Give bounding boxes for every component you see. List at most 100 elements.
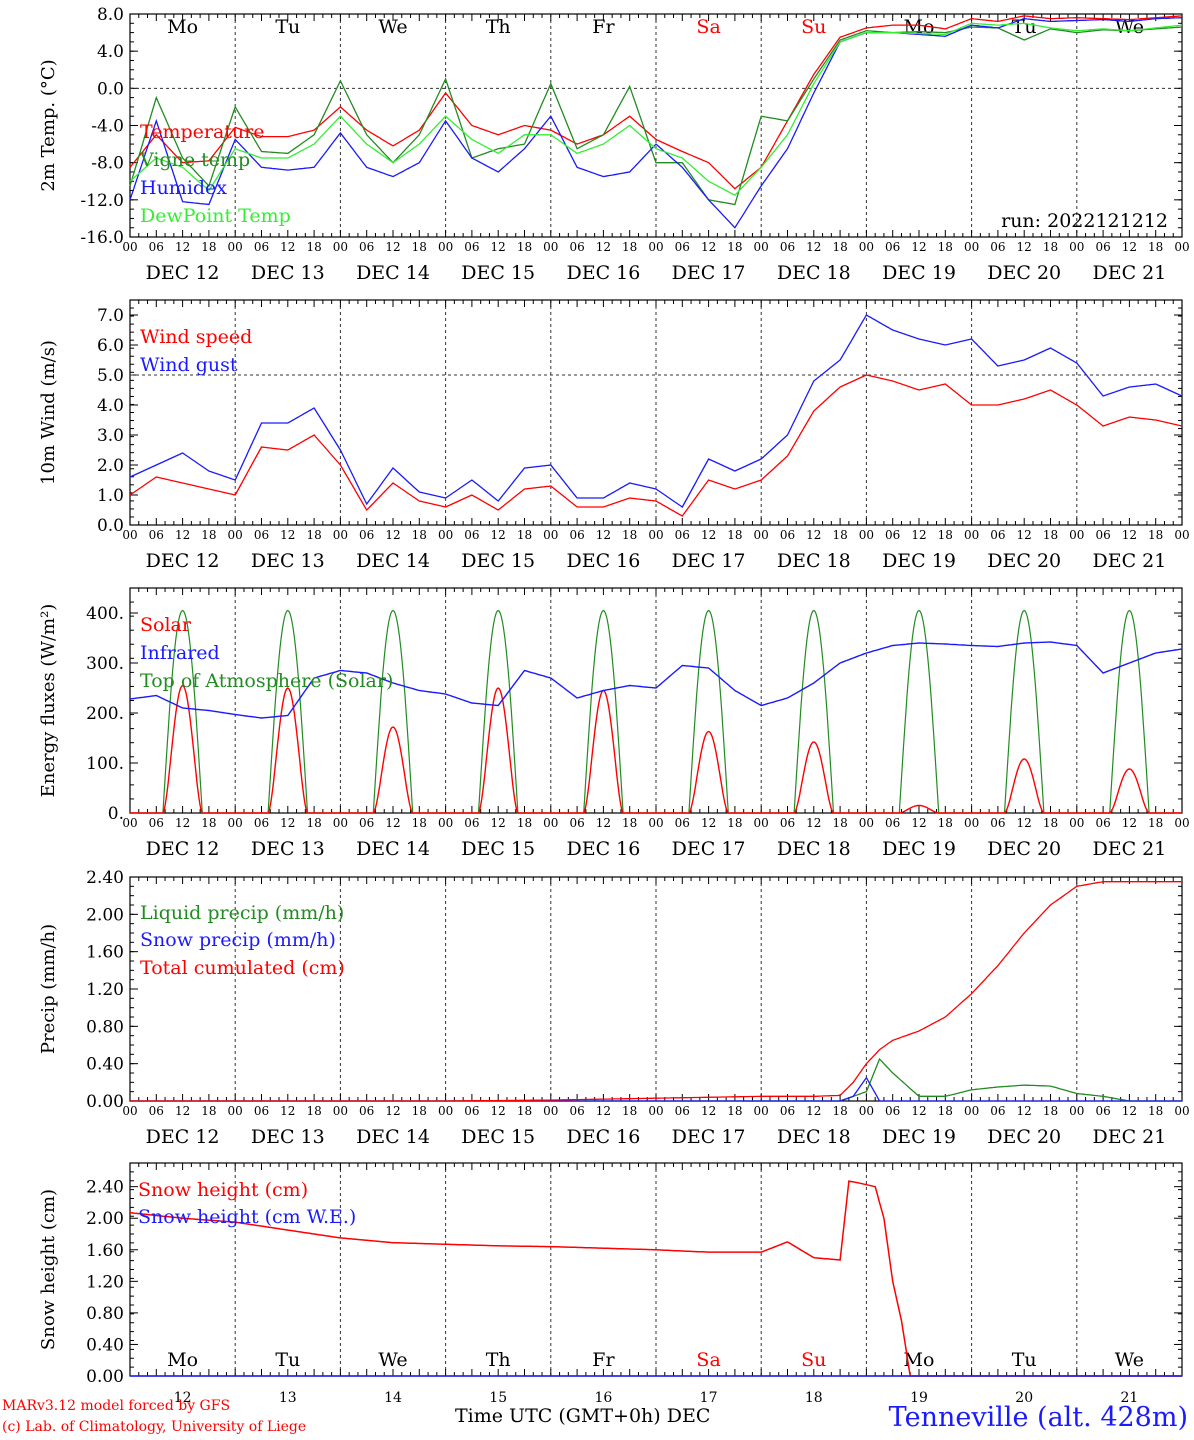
day-name: Fr <box>592 1349 615 1371</box>
x-hour-label: 00 <box>122 240 137 254</box>
x-hour-label: 06 <box>990 816 1005 830</box>
x-hour-label: 00 <box>122 528 137 542</box>
day-name: Mo <box>167 16 198 38</box>
x-day-number: 21 <box>1120 1390 1138 1406</box>
x-hour-label: 06 <box>675 240 690 254</box>
x-hour-label: 06 <box>464 528 479 542</box>
x-hour-label: 06 <box>885 816 900 830</box>
x-hour-label: 12 <box>1122 528 1137 542</box>
x-date-label: DEC 12 <box>146 1126 220 1148</box>
x-hour-label: 06 <box>359 1104 374 1118</box>
legend-entry: Temperature <box>140 121 264 143</box>
x-date-label: DEC 13 <box>251 1126 325 1148</box>
x-date-label: DEC 17 <box>672 262 746 284</box>
x-hour-label: 06 <box>1095 1104 1110 1118</box>
y-tick-label: 1.0 <box>97 486 124 506</box>
x-hour-label: 12 <box>1017 816 1032 830</box>
x-axis-title: Time UTC (GMT+0h) DEC <box>455 1405 711 1427</box>
x-hour-label: 18 <box>832 528 847 542</box>
x-hour-label: 06 <box>780 1104 795 1118</box>
x-hour-label: 06 <box>254 1104 269 1118</box>
x-hour-label: 00 <box>438 528 453 542</box>
x-day-number: 12 <box>174 1390 192 1406</box>
y-tick-label: 1.60 <box>86 1241 124 1261</box>
x-hour-label: 18 <box>1043 528 1058 542</box>
x-hour-label: 00 <box>1174 528 1189 542</box>
x-hour-label: 00 <box>333 1104 348 1118</box>
x-hour-label: 00 <box>333 816 348 830</box>
x-hour-label: 12 <box>280 528 295 542</box>
y-tick-label: 200. <box>86 704 124 724</box>
x-date-label: DEC 21 <box>1092 838 1166 860</box>
x-date-label: DEC 21 <box>1092 262 1166 284</box>
x-date-label: DEC 15 <box>461 1126 535 1148</box>
x-hour-label: 12 <box>175 240 190 254</box>
x-hour-label: 06 <box>675 816 690 830</box>
x-hour-label: 18 <box>1043 1104 1058 1118</box>
x-date-label: DEC 15 <box>461 838 535 860</box>
x-hour-label: 18 <box>1043 240 1058 254</box>
x-hour-label: 18 <box>832 1104 847 1118</box>
x-hour-label: 18 <box>938 816 953 830</box>
x-hour-label: 00 <box>859 816 874 830</box>
x-hour-label: 06 <box>885 240 900 254</box>
x-hour-label: 18 <box>727 816 742 830</box>
x-hour-label: 06 <box>780 240 795 254</box>
x-hour-label: 18 <box>517 528 532 542</box>
y-tick-label: 5.0 <box>97 366 124 386</box>
x-date-label: DEC 16 <box>566 838 640 860</box>
x-hour-label: 06 <box>885 528 900 542</box>
day-name: Mo <box>167 1349 198 1371</box>
y-axis-title: Snow height (cm) <box>38 1189 59 1350</box>
x-hour-label: 12 <box>175 528 190 542</box>
x-hour-label: 12 <box>491 528 506 542</box>
x-hour-label: 18 <box>306 528 321 542</box>
x-hour-label: 06 <box>990 240 1005 254</box>
y-tick-label: 2.0 <box>97 456 124 476</box>
x-hour-label: 12 <box>806 528 821 542</box>
day-name: Tu <box>275 16 300 38</box>
day-name: Fr <box>592 16 615 38</box>
x-hour-label: 06 <box>1095 528 1110 542</box>
x-hour-label: 12 <box>806 816 821 830</box>
x-date-label: DEC 15 <box>461 262 535 284</box>
x-hour-label: 12 <box>385 816 400 830</box>
x-hour-label: 00 <box>964 528 979 542</box>
x-hour-label: 06 <box>149 1104 164 1118</box>
x-hour-label: 06 <box>990 528 1005 542</box>
station-name: Tenneville (alt. 428m) <box>888 1402 1188 1433</box>
y-tick-label: 7.0 <box>97 306 124 326</box>
y-axis-title: 10m Wind (m/s) <box>38 340 59 485</box>
x-hour-label: 06 <box>675 1104 690 1118</box>
x-date-label: DEC 21 <box>1092 550 1166 572</box>
x-date-label: DEC 14 <box>356 262 430 284</box>
y-tick-label: -12.0 <box>80 191 124 211</box>
x-hour-label: 12 <box>1122 240 1137 254</box>
x-hour-label: 18 <box>1148 240 1163 254</box>
legend-entry: Humidex <box>140 177 227 199</box>
x-hour-label: 12 <box>1122 816 1137 830</box>
y-tick-label: 1.20 <box>86 1272 124 1292</box>
x-hour-label: 00 <box>859 1104 874 1118</box>
x-date-label: DEC 14 <box>356 550 430 572</box>
x-hour-label: 00 <box>333 528 348 542</box>
x-hour-label: 00 <box>648 816 663 830</box>
x-hour-label: 18 <box>306 816 321 830</box>
x-hour-label: 12 <box>491 816 506 830</box>
x-hour-label: 12 <box>1122 1104 1137 1118</box>
x-hour-label: 12 <box>1017 1104 1032 1118</box>
y-tick-label: 2.00 <box>86 1209 124 1229</box>
x-hour-label: 00 <box>754 1104 769 1118</box>
model-credit: MARv3.12 model forced by GFS <box>2 1398 231 1414</box>
day-name: Mo <box>904 1349 935 1371</box>
x-hour-label: 06 <box>780 816 795 830</box>
x-hour-label: 06 <box>149 528 164 542</box>
y-tick-label: 1.20 <box>86 980 124 1000</box>
series-line <box>129 22 1183 197</box>
x-hour-label: 06 <box>359 240 374 254</box>
x-date-label: DEC 19 <box>882 262 956 284</box>
legend-entry: Solar <box>140 614 192 636</box>
x-hour-label: 18 <box>412 1104 427 1118</box>
y-tick-label: 0. <box>108 804 124 824</box>
